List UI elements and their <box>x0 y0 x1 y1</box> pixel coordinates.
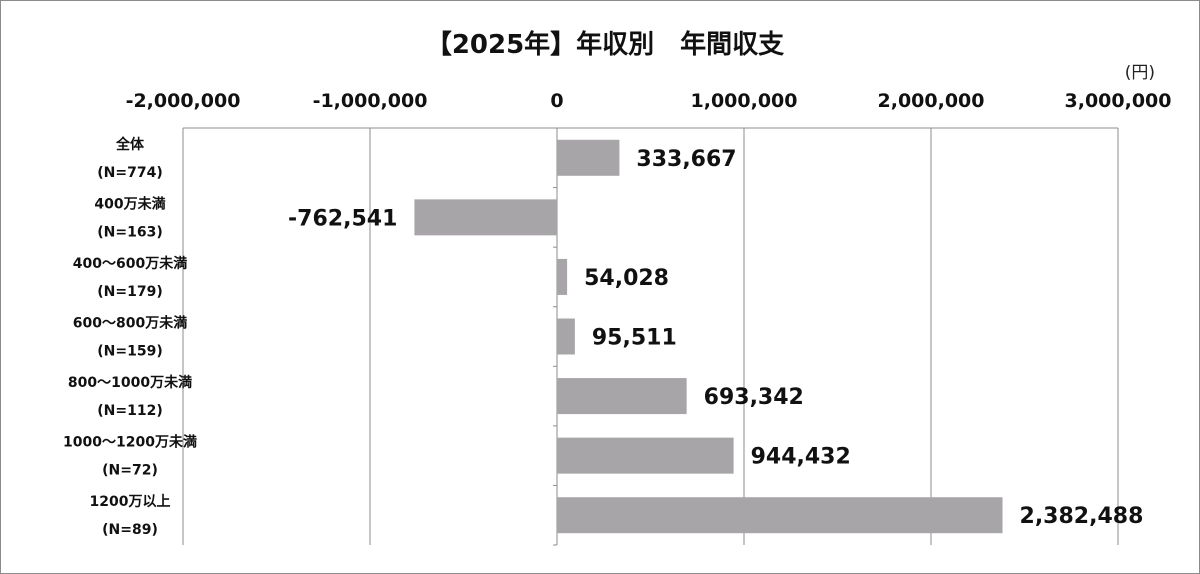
category-count-label: (N=72) <box>102 463 158 479</box>
value-labels: 333,667 -762,541 54,028 95,511 693,342 944,43… <box>288 147 1143 529</box>
x-tick-label: 0 <box>550 90 563 112</box>
x-axis: -2,000,000 -1,000,000 0 1,000,000 2,000,000 3… <box>126 90 1172 129</box>
x-tick-label: 1,000,000 <box>691 90 798 112</box>
category-count-label: (N=774) <box>97 165 162 181</box>
data-label: 944,432 <box>751 445 851 470</box>
x-tick-label: -1,000,000 <box>313 90 428 112</box>
data-label: 693,342 <box>704 385 804 410</box>
unit-label: (円) <box>1125 63 1155 83</box>
category-count-label: (N=179) <box>97 284 162 300</box>
category-count-label: (N=112) <box>97 403 162 419</box>
category-label: 400万未満 <box>94 195 165 212</box>
data-label: -762,541 <box>288 206 397 231</box>
bar <box>557 139 620 176</box>
category-label: 全体 <box>115 136 145 153</box>
bar <box>414 199 557 236</box>
x-tick-label: -2,000,000 <box>126 90 241 112</box>
bar <box>557 378 687 415</box>
category-label: 600〜800万未満 <box>73 315 187 332</box>
category-count-label: (N=89) <box>102 522 158 538</box>
data-label: 54,028 <box>584 266 669 291</box>
x-tick-label: 2,000,000 <box>878 90 985 112</box>
chart-title: 【2025年】年収別 年間収支 <box>426 29 784 60</box>
data-label: 95,511 <box>592 326 677 351</box>
category-count-label: (N=163) <box>97 224 162 240</box>
category-label: 1200万以上 <box>90 494 171 510</box>
gridlines <box>182 128 1119 545</box>
bar <box>557 437 734 474</box>
category-label: 1000〜1200万未満 <box>63 434 197 451</box>
bars <box>414 139 1003 534</box>
category-count-label: (N=159) <box>97 344 162 360</box>
x-tick-label: 3,000,000 <box>1065 90 1172 112</box>
bar <box>557 497 1003 534</box>
category-label: 800〜1000万未満 <box>68 374 192 391</box>
y-axis: 全体 (N=774) 400万未満 (N=163) 400〜600万未満 (N=179) 6… <box>63 127 557 546</box>
bar <box>557 318 575 355</box>
category-label: 400〜600万未満 <box>73 255 187 272</box>
bar <box>557 258 568 295</box>
data-label: 333,667 <box>636 147 736 172</box>
data-label: 2,382,488 <box>1020 504 1144 529</box>
